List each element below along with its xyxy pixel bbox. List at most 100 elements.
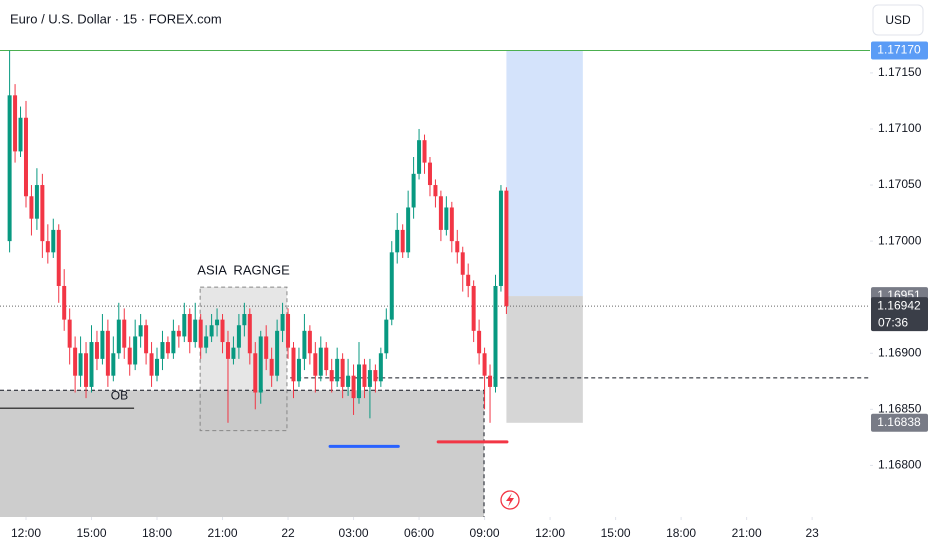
candle-body	[236, 325, 241, 348]
candle-body	[313, 353, 318, 376]
candle-body	[182, 314, 187, 337]
currency[interactable]: USD	[885, 13, 911, 27]
candle-body	[318, 347, 323, 376]
candle-body	[455, 241, 460, 253]
candle-body	[389, 252, 394, 320]
candle-body	[406, 207, 411, 253]
x-tick-label: 23	[805, 526, 819, 540]
candle-body	[45, 241, 50, 253]
candle-body	[29, 196, 34, 219]
candle-body	[378, 353, 383, 382]
candle-body	[242, 314, 247, 326]
candle-body	[269, 358, 274, 376]
candle-body	[127, 347, 132, 365]
candle-body	[100, 330, 105, 359]
price-tag-label: 1.17170	[877, 43, 921, 57]
candle-body	[264, 336, 269, 359]
candle-body	[84, 353, 89, 387]
candle-body	[204, 336, 209, 348]
candle-body	[335, 358, 340, 382]
candle-body	[433, 185, 438, 197]
candle-body	[400, 229, 405, 253]
candle-body	[493, 285, 498, 387]
y-tick-label: 1.16900	[878, 345, 922, 359]
candle-body	[149, 353, 154, 376]
target-zone	[506, 50, 583, 297]
x-tick-label: 21:00	[208, 526, 238, 540]
x-tick-label: 18:00	[666, 526, 696, 540]
candle-body	[286, 314, 291, 348]
price-tag-label: 1.16838	[877, 415, 921, 429]
candle-body	[171, 330, 176, 354]
candle-body	[144, 325, 149, 354]
y-tick-label: 1.17000	[878, 233, 922, 247]
candle-body	[346, 375, 351, 387]
stop-zone	[506, 296, 583, 423]
candle-body	[307, 330, 312, 354]
x-tick-label: 03:00	[339, 526, 369, 540]
x-tick-label: 06:00	[404, 526, 434, 540]
candle-body	[302, 330, 307, 359]
y-tick-label: 1.17100	[878, 121, 922, 135]
zones	[0, 50, 583, 517]
candle-body	[133, 336, 138, 365]
candle-body	[384, 319, 389, 354]
candle-body	[427, 162, 432, 186]
ob-label: OB	[111, 388, 128, 402]
candle-body	[488, 375, 493, 387]
currency-button[interactable]	[872, 4, 924, 36]
candle-body	[40, 185, 45, 242]
y-tick-label: 1.16800	[878, 458, 922, 472]
candle-body	[89, 342, 94, 387]
candle-body	[296, 358, 301, 382]
candle-body	[138, 325, 143, 337]
candle-body	[193, 319, 198, 343]
candle-body	[280, 314, 285, 331]
candle-body	[247, 314, 252, 354]
candle-body	[449, 207, 454, 242]
y-tick-label: 1.16850	[878, 402, 922, 416]
candle-body	[51, 229, 56, 253]
candle-body	[165, 342, 170, 354]
chart-title: Euro / U.S. Dollar · 15 · FOREX.com	[10, 11, 222, 26]
candle-body	[220, 319, 225, 343]
asia-range-box	[199, 286, 288, 432]
price-tag	[871, 413, 928, 432]
labels: ASIA RAGNGE OB 1.17150 1.17100 1.17050 1.1700…	[11, 41, 928, 540]
candle-body	[422, 140, 427, 163]
candle-body	[340, 358, 345, 387]
candle-body	[23, 117, 28, 197]
candle-body	[67, 319, 72, 348]
candle-body	[395, 229, 400, 253]
alert-bolt[interactable]	[506, 493, 514, 507]
candles	[7, 50, 509, 423]
candle-body	[116, 319, 121, 354]
candle-body	[471, 285, 476, 331]
price-tag	[871, 41, 928, 60]
candle-body	[362, 364, 367, 387]
x-tick-label: 15:00	[76, 526, 106, 540]
levels	[0, 49, 870, 517]
candle-body	[209, 325, 214, 337]
alert-icon[interactable]	[500, 490, 520, 510]
x-tick-label: 22	[281, 526, 295, 540]
candle-body	[438, 196, 443, 230]
candle-body	[504, 190, 509, 307]
candle-body	[411, 173, 416, 208]
candle-body	[275, 330, 280, 376]
candle-body	[94, 342, 99, 359]
x-tick-label: 12:00	[11, 526, 41, 540]
candle-body	[155, 358, 160, 376]
candle-body	[357, 364, 362, 399]
candle-body	[73, 347, 78, 376]
candle-body	[13, 95, 18, 152]
candle-body	[291, 347, 296, 382]
candle-body	[78, 353, 83, 376]
candle-body	[62, 285, 67, 320]
x-tick-label: 18:00	[142, 526, 172, 540]
candle-body	[225, 342, 230, 359]
candle-body	[498, 190, 503, 286]
x-tick-label: 12:00	[535, 526, 565, 540]
x-tick-label: 15:00	[601, 526, 631, 540]
